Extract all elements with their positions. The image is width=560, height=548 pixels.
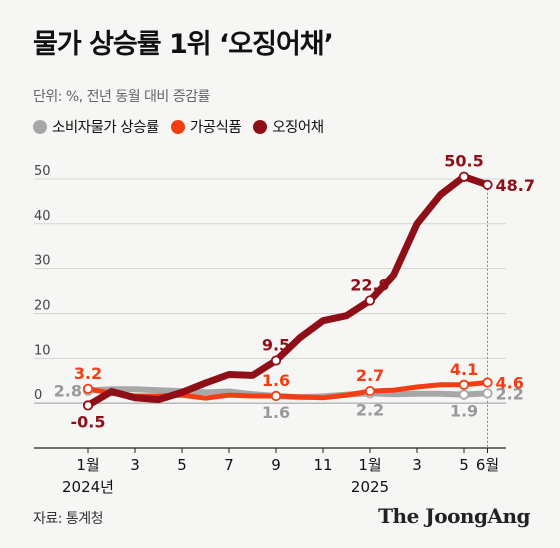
chart-subtitle: 단위: %, 전년 동월 대비 증감률 <box>33 89 210 105</box>
legend-item-processed-food: 가공식품 <box>170 116 242 137</box>
y-tick-label-30: 30 <box>34 254 51 269</box>
series-lines <box>84 173 491 409</box>
x-tick-label: 1월 <box>76 456 99 474</box>
data-point-dried-squid <box>270 355 282 366</box>
source-note: 자료: 통계청 <box>33 511 104 527</box>
legend-swatch-processed-food <box>170 119 185 134</box>
data-label-dried-squid: 50.5 <box>444 152 483 171</box>
data-point-processed-food <box>82 383 94 394</box>
x-tick-label: 6월 <box>476 456 499 474</box>
data-point-processed-food <box>270 390 282 402</box>
data-point-dried-squid <box>82 400 94 411</box>
data-label-dried-squid: 9.5 <box>262 336 290 355</box>
data-label-processed-food: 4.6 <box>496 374 524 393</box>
data-label-cpi: 2.8 <box>54 382 82 401</box>
x-tick-label: 9 <box>271 456 281 474</box>
x-tick-label: 5 <box>177 456 187 474</box>
y-tick-label-50: 50 <box>34 164 51 179</box>
legend-swatch-dried-squid <box>253 119 268 134</box>
x-tick-label: 3 <box>412 456 422 474</box>
data-labels: 2.8 1.6 2.2 1.9 2.2 3.2 1.6 2.7 4.1 4.6 -0.5 9.5 22.… <box>54 152 535 432</box>
data-label-cpi: 2.2 <box>356 400 384 419</box>
x-tick-label: 1월 <box>358 456 381 474</box>
y-tick-label-40: 40 <box>34 209 51 224</box>
data-point-cpi <box>458 389 470 400</box>
y-tick-label-0: 0 <box>34 388 42 403</box>
grid <box>34 178 506 448</box>
data-label-processed-food: 4.1 <box>450 360 478 379</box>
brand-logo: The JoongAng <box>378 504 530 528</box>
data-point-dried-squid <box>458 171 470 182</box>
legend-label-dried-squid: 오징어채 <box>272 120 324 136</box>
year-label: 2025 <box>351 478 389 496</box>
data-label-processed-food: 1.6 <box>262 371 290 390</box>
x-tick-label: 7 <box>224 456 234 474</box>
data-point-processed-food <box>364 385 376 397</box>
legend-item-dried-squid: 오징어채 <box>253 116 324 137</box>
x-tick-label: 5 <box>459 456 469 474</box>
legend-label-processed-food: 가공식품 <box>189 120 242 136</box>
axes: 0 10 20 30 40 50 1월 3 5 7 9 11 1월 3 5 6월 2024년 2025 <box>34 164 506 496</box>
x-tick-label: 11 <box>313 456 332 474</box>
data-point-cpi <box>482 388 493 399</box>
y-tick-label-10: 10 <box>34 343 51 358</box>
legend-label-cpi: 소비자물가 상승률 <box>52 120 159 136</box>
data-point-dried-squid <box>482 179 493 190</box>
data-point-processed-food <box>458 379 470 390</box>
legend-swatch-cpi <box>33 119 47 134</box>
x-tick-label: 3 <box>130 456 140 474</box>
data-label-cpi: 1.9 <box>450 402 478 421</box>
series-line-dried-squid <box>84 173 491 409</box>
data-point-dried-squid <box>364 295 376 306</box>
data-label-processed-food: 3.2 <box>74 364 102 383</box>
y-tick-label-20: 20 <box>34 298 51 313</box>
data-label-dried-squid: 48.7 <box>496 176 535 195</box>
legend: 소비자물가 상승률 가공식품 오징어채 <box>33 116 324 137</box>
data-label-dried-squid: -0.5 <box>71 412 106 431</box>
year-label: 2024년 <box>62 478 114 496</box>
data-point-processed-food <box>482 377 493 388</box>
chart-title: 물가 상승률 1위 ‘오징어채’ <box>33 29 334 60</box>
data-label-cpi: 2.2 <box>496 384 524 403</box>
data-label-processed-food: 2.7 <box>356 366 384 385</box>
data-label-cpi: 1.6 <box>262 403 290 422</box>
data-label-dried-squid: 22.9 <box>350 275 389 294</box>
legend-item-cpi: 소비자물가 상승률 <box>33 116 159 137</box>
